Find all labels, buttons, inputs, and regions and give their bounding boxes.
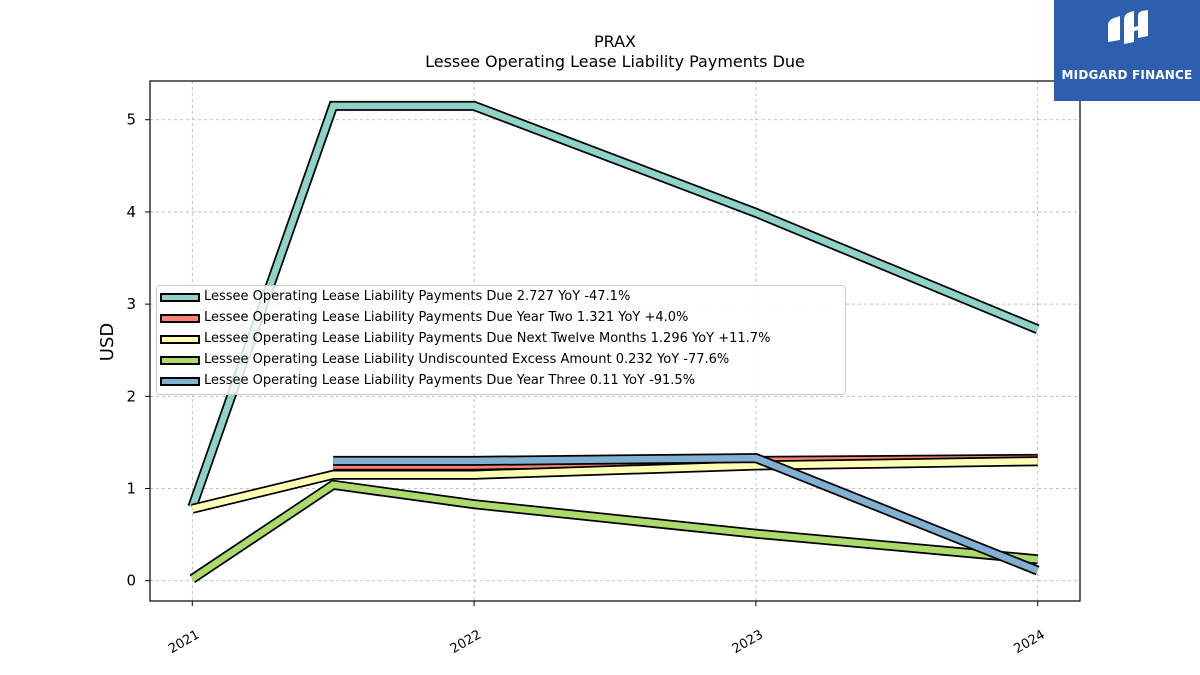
legend-item: Lessee Operating Lease Liability Undisco… — [157, 351, 847, 371]
midgard-finance-logo: MIDGARD FINANCE — [1054, 0, 1200, 101]
logo-mark-icon — [1108, 10, 1148, 44]
legend-label: Lessee Operating Lease Liability Payment… — [204, 289, 631, 304]
series-stroke — [189, 102, 1039, 509]
series-lines — [187, 100, 1040, 584]
legend-item: Lessee Operating Lease Liability Payment… — [157, 330, 847, 350]
series-outline — [189, 479, 1039, 584]
series-stroke — [190, 481, 1038, 582]
legend-label: Lessee Operating Lease Liability Payment… — [204, 310, 689, 325]
series-stroke — [333, 454, 1039, 574]
series-line — [189, 479, 1039, 584]
y-tick-label: 5 — [126, 111, 136, 129]
series-stroke — [191, 457, 1038, 512]
legend-swatch — [160, 293, 200, 302]
series-line — [191, 456, 1038, 514]
legend-item: Lessee Operating Lease Liability Payment… — [157, 288, 847, 308]
y-tick-label: 4 — [126, 203, 136, 221]
plot-frame — [149, 80, 1081, 602]
chart-title: PRAX — [593, 32, 637, 51]
x-tick-label: 2023 — [730, 627, 766, 657]
legend-swatch — [160, 356, 200, 365]
legend-swatch — [160, 314, 200, 323]
chart-legend: Lessee Operating Lease Liability Payment… — [156, 285, 846, 395]
y-tick-label: 0 — [126, 572, 136, 590]
x-tick-label: 2022 — [448, 627, 484, 657]
y-tick-label: 1 — [126, 480, 136, 498]
legend-label: Lessee Operating Lease Liability Payment… — [204, 331, 771, 346]
series-line — [187, 100, 1040, 509]
logo-text: MIDGARD FINANCE — [1061, 68, 1193, 82]
legend-label: Lessee Operating Lease Liability Undisco… — [204, 352, 730, 367]
legend-item: Lessee Operating Lease Liability Payment… — [157, 372, 847, 392]
chart-subtitle: Lessee Operating Lease Liability Payment… — [425, 52, 805, 71]
y-tick-label: 3 — [126, 295, 136, 313]
x-axis-ticks: 2021 2022 2023 2024 — [166, 601, 1048, 657]
y-axis-ticks: 0 1 2 3 4 5 — [126, 111, 150, 590]
series-line — [333, 453, 1040, 576]
legend-swatch — [160, 335, 200, 344]
legend-swatch — [160, 377, 200, 386]
y-tick-label: 2 — [126, 387, 136, 405]
y-axis-label: USD — [97, 323, 118, 361]
x-tick-label: 2024 — [1012, 627, 1048, 657]
x-tick-label: 2021 — [166, 627, 202, 657]
legend-label: Lessee Operating Lease Liability Payment… — [204, 373, 696, 388]
legend-item: Lessee Operating Lease Liability Payment… — [157, 309, 847, 329]
